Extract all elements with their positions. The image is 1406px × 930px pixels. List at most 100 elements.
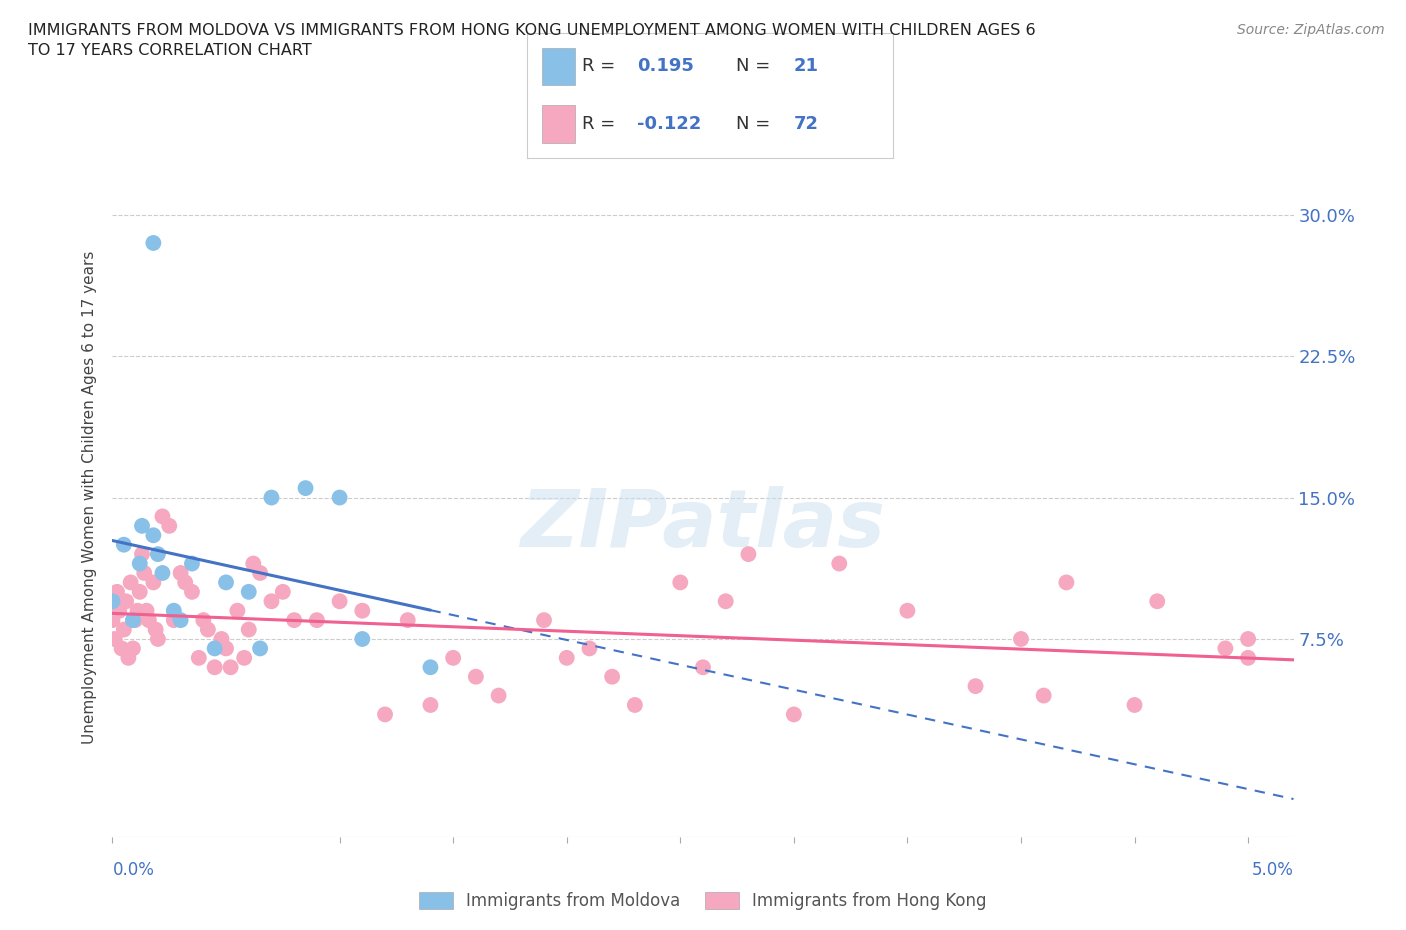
Point bbox=[488, 688, 510, 703]
Point bbox=[783, 707, 806, 722]
Legend: Immigrants from Moldova, Immigrants from Hong Kong: Immigrants from Moldova, Immigrants from… bbox=[413, 885, 993, 917]
Point bbox=[578, 641, 600, 656]
Text: R =: R = bbox=[582, 58, 621, 75]
Point bbox=[108, 604, 131, 618]
Point bbox=[146, 631, 169, 646]
Point bbox=[226, 604, 249, 618]
Point bbox=[329, 490, 352, 505]
Point bbox=[211, 631, 233, 646]
Point bbox=[624, 698, 647, 712]
Point bbox=[283, 613, 305, 628]
Point bbox=[157, 518, 180, 533]
Point bbox=[117, 650, 139, 665]
Text: 72: 72 bbox=[794, 115, 820, 133]
Point bbox=[260, 594, 283, 609]
Point bbox=[294, 481, 316, 496]
Point bbox=[737, 547, 759, 562]
Point bbox=[249, 565, 271, 580]
Point bbox=[896, 604, 918, 618]
Bar bbox=[541, 105, 575, 143]
Point bbox=[131, 518, 153, 533]
Point bbox=[128, 584, 150, 599]
Point bbox=[145, 622, 167, 637]
Point bbox=[692, 660, 714, 675]
Text: 0.195: 0.195 bbox=[637, 58, 693, 75]
Point bbox=[138, 613, 160, 628]
Point bbox=[135, 604, 157, 618]
Text: Source: ZipAtlas.com: Source: ZipAtlas.com bbox=[1237, 23, 1385, 37]
Point bbox=[112, 622, 135, 637]
Point bbox=[152, 509, 174, 524]
Point bbox=[152, 565, 174, 580]
Y-axis label: Unemployment Among Women with Children Ages 6 to 17 years: Unemployment Among Women with Children A… bbox=[82, 251, 97, 744]
Point bbox=[204, 641, 226, 656]
Point bbox=[215, 641, 238, 656]
Text: IMMIGRANTS FROM MOLDOVA VS IMMIGRANTS FROM HONG KONG UNEMPLOYMENT AMONG WOMEN WI: IMMIGRANTS FROM MOLDOVA VS IMMIGRANTS FR… bbox=[28, 23, 1036, 58]
Point bbox=[142, 235, 165, 250]
Point bbox=[122, 613, 145, 628]
Point bbox=[163, 613, 186, 628]
Point bbox=[600, 670, 623, 684]
Point bbox=[163, 604, 186, 618]
Point bbox=[146, 547, 169, 562]
Point bbox=[1237, 631, 1260, 646]
Point bbox=[441, 650, 464, 665]
Point bbox=[131, 547, 153, 562]
Point bbox=[134, 565, 156, 580]
Point bbox=[1146, 594, 1168, 609]
Point bbox=[669, 575, 692, 590]
Text: N =: N = bbox=[735, 115, 776, 133]
Point bbox=[1054, 575, 1077, 590]
Point bbox=[419, 660, 441, 675]
Point bbox=[1032, 688, 1054, 703]
Point bbox=[193, 613, 215, 628]
Point bbox=[714, 594, 737, 609]
Point bbox=[305, 613, 328, 628]
Point bbox=[329, 594, 352, 609]
Point bbox=[187, 650, 209, 665]
Point bbox=[110, 641, 132, 656]
Point bbox=[249, 641, 271, 656]
Point bbox=[197, 622, 219, 637]
Point bbox=[965, 679, 987, 694]
Point bbox=[142, 528, 165, 543]
Text: 5.0%: 5.0% bbox=[1251, 860, 1294, 879]
Point bbox=[101, 613, 124, 628]
Point bbox=[1010, 631, 1032, 646]
Point bbox=[238, 622, 260, 637]
Point bbox=[169, 565, 191, 580]
Point bbox=[419, 698, 441, 712]
Point bbox=[122, 641, 145, 656]
Point bbox=[233, 650, 256, 665]
Point bbox=[215, 575, 238, 590]
Point bbox=[204, 660, 226, 675]
Point bbox=[101, 594, 124, 609]
Text: 0.0%: 0.0% bbox=[112, 860, 155, 879]
Point bbox=[242, 556, 264, 571]
Point bbox=[352, 631, 374, 646]
Point bbox=[115, 594, 138, 609]
Point bbox=[127, 604, 149, 618]
Text: ZIPatlas: ZIPatlas bbox=[520, 485, 886, 564]
Point bbox=[533, 613, 555, 628]
Point bbox=[112, 538, 135, 552]
Point bbox=[238, 584, 260, 599]
Point bbox=[169, 613, 191, 628]
Point bbox=[101, 594, 124, 609]
Point bbox=[120, 575, 142, 590]
Point bbox=[828, 556, 851, 571]
Point bbox=[1123, 698, 1146, 712]
Point bbox=[181, 556, 204, 571]
Point bbox=[271, 584, 294, 599]
Point bbox=[124, 613, 146, 628]
Point bbox=[128, 556, 150, 571]
Point bbox=[1237, 650, 1260, 665]
Point bbox=[352, 604, 374, 618]
Point bbox=[219, 660, 242, 675]
Point bbox=[105, 584, 128, 599]
Text: R =: R = bbox=[582, 115, 621, 133]
Point bbox=[464, 670, 486, 684]
Point bbox=[142, 575, 165, 590]
Point bbox=[260, 490, 283, 505]
Point bbox=[396, 613, 419, 628]
